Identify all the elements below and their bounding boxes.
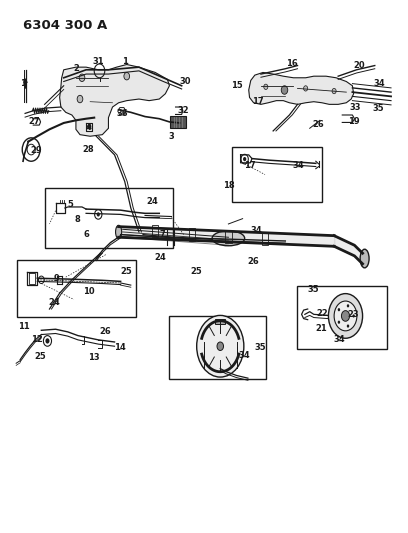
Circle shape [304, 86, 308, 91]
FancyBboxPatch shape [170, 116, 186, 128]
Text: 34: 34 [250, 227, 262, 236]
Circle shape [217, 342, 224, 351]
Text: 17: 17 [252, 97, 264, 106]
Circle shape [338, 308, 340, 311]
Text: 31: 31 [93, 58, 104, 66]
Bar [152, 224, 158, 237]
Text: 34: 34 [238, 351, 250, 360]
Text: 16: 16 [286, 59, 297, 68]
Bar [44, 188, 173, 248]
Circle shape [338, 320, 340, 324]
Text: 4: 4 [85, 123, 91, 132]
Circle shape [197, 316, 244, 377]
Circle shape [347, 325, 349, 328]
Text: 24: 24 [49, 298, 60, 307]
Ellipse shape [212, 231, 245, 246]
Circle shape [79, 74, 85, 82]
Circle shape [353, 314, 355, 318]
Text: 11: 11 [18, 322, 30, 331]
Text: 9: 9 [54, 274, 60, 283]
Circle shape [264, 84, 268, 90]
Bar [215, 319, 225, 324]
Bar [17, 260, 136, 317]
Ellipse shape [115, 225, 122, 239]
Bar [225, 230, 232, 243]
Text: 24: 24 [146, 197, 158, 206]
Text: 26: 26 [248, 257, 259, 265]
Text: 10: 10 [84, 287, 95, 296]
Text: 29: 29 [31, 146, 42, 155]
Circle shape [97, 212, 100, 216]
Text: 28: 28 [82, 145, 94, 154]
Circle shape [347, 304, 349, 308]
Circle shape [87, 124, 91, 130]
Circle shape [77, 95, 83, 103]
Text: 6: 6 [84, 230, 90, 239]
Text: 34: 34 [333, 335, 345, 344]
Text: 34: 34 [293, 161, 304, 170]
Bar [262, 232, 268, 245]
Text: 26: 26 [313, 120, 324, 129]
Text: 21: 21 [315, 324, 327, 333]
Text: 35: 35 [254, 343, 266, 352]
Text: 26: 26 [100, 327, 111, 336]
Circle shape [328, 294, 363, 338]
Text: 22: 22 [317, 309, 328, 318]
Bar [297, 286, 387, 349]
Text: 35: 35 [372, 104, 384, 113]
Text: 1: 1 [122, 58, 128, 66]
Circle shape [334, 301, 357, 331]
Circle shape [281, 86, 288, 94]
Text: 27: 27 [28, 117, 40, 126]
Text: 14: 14 [113, 343, 125, 352]
Ellipse shape [360, 249, 369, 268]
Text: 33: 33 [350, 102, 361, 111]
Text: 32: 32 [178, 106, 189, 115]
Circle shape [243, 157, 246, 161]
Text: 25: 25 [35, 352, 47, 361]
Circle shape [332, 88, 336, 94]
Text: 13: 13 [88, 353, 99, 362]
Polygon shape [60, 64, 169, 136]
Text: 2: 2 [73, 64, 79, 73]
Bar [169, 317, 266, 379]
Circle shape [341, 311, 350, 321]
Text: 19: 19 [348, 117, 359, 126]
Text: 23: 23 [348, 310, 359, 319]
Text: 20: 20 [353, 61, 365, 70]
Text: 12: 12 [31, 335, 42, 344]
Text: 24: 24 [154, 253, 166, 262]
Text: 5: 5 [68, 200, 73, 209]
Text: 34: 34 [373, 78, 385, 87]
Text: 7: 7 [160, 230, 165, 239]
Circle shape [124, 72, 130, 80]
Text: 25: 25 [120, 268, 132, 276]
Text: 30: 30 [180, 77, 191, 86]
Text: 17: 17 [244, 161, 255, 170]
Polygon shape [249, 72, 354, 104]
Bar [232, 148, 322, 201]
Bar [188, 228, 195, 241]
Text: 8: 8 [74, 215, 80, 224]
Text: 1: 1 [20, 78, 26, 87]
Text: 25: 25 [191, 268, 202, 276]
Text: 6304 300 A: 6304 300 A [23, 19, 107, 33]
Text: 3: 3 [169, 132, 174, 141]
Text: 36: 36 [117, 109, 129, 118]
Text: 18: 18 [224, 181, 235, 190]
Text: 35: 35 [307, 285, 319, 294]
Text: 15: 15 [231, 81, 243, 90]
Circle shape [45, 338, 49, 344]
